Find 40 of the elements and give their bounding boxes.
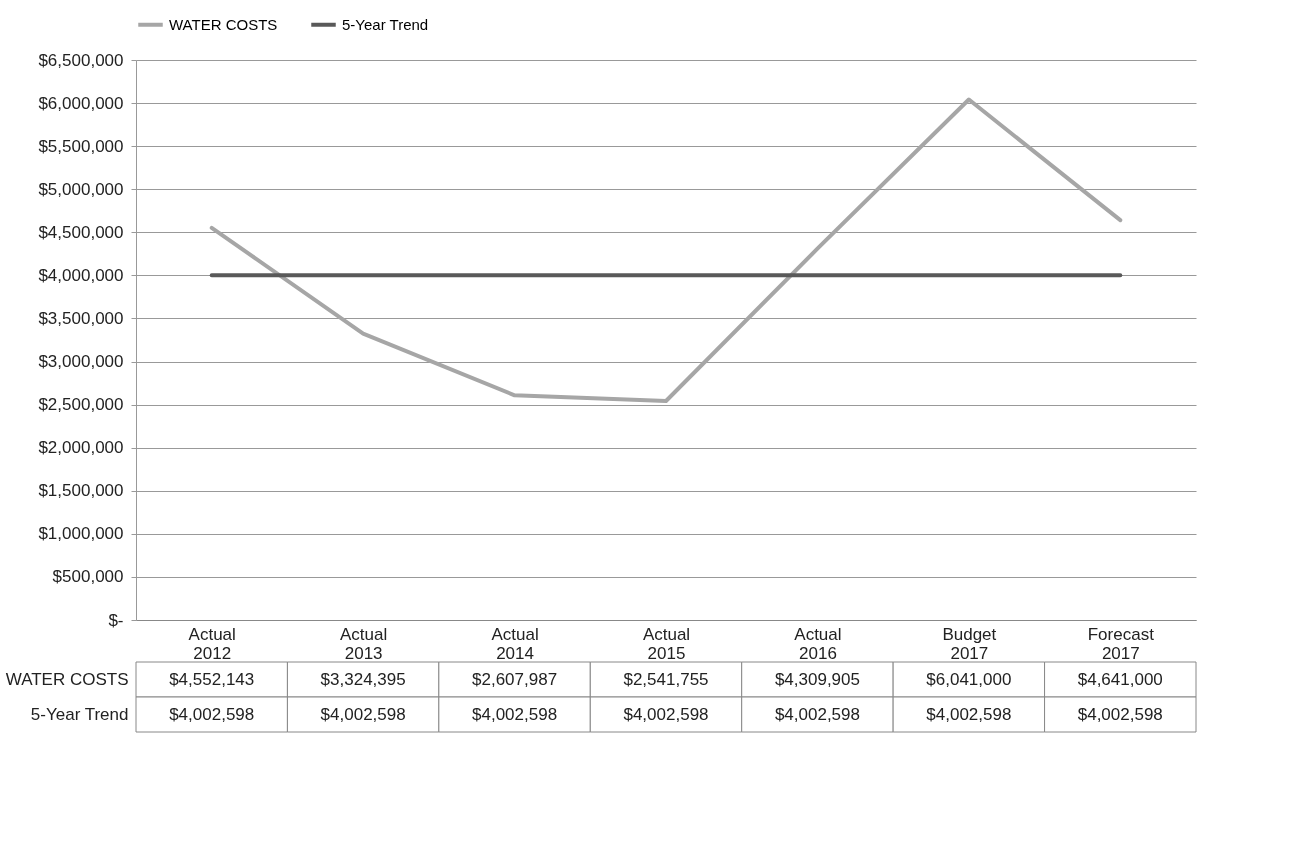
y-tick-label: $1,000,000: [38, 524, 124, 544]
x-tick-label: Actual 2013: [340, 624, 388, 663]
data-label: $3,324,395: [320, 669, 406, 689]
data-label: $4,552,143: [169, 669, 255, 689]
data-label: $4,002,598: [320, 704, 406, 724]
y-tick-label: $3,500,000: [38, 308, 124, 328]
y-tick-label: $-: [108, 610, 124, 630]
x-tick-label: Actual 2014: [491, 624, 539, 663]
text: WATER COSTS: [5, 669, 129, 689]
data-label: $4,002,598: [774, 704, 860, 724]
text: 5-Year Trend: [30, 704, 129, 724]
data-label: $4,309,905: [774, 669, 860, 689]
line-series: [209, 97, 1123, 404]
legend-label: 5-Year Trend: [342, 15, 429, 33]
data-label: $2,607,987: [472, 669, 558, 689]
y-tick-label: $5,000,000: [38, 179, 124, 199]
y-tick-label: $2,500,000: [38, 395, 124, 415]
y-tick-label: $6,500,000: [38, 50, 124, 70]
y-tick-label: $500,000: [52, 567, 124, 587]
data-label: $4,002,598: [926, 704, 1012, 724]
data-label: $4,002,598: [472, 704, 558, 724]
data-label: $4,002,598: [169, 704, 255, 724]
x-tick-label: Forecast 2017: [1087, 624, 1155, 663]
y-tick-label: $3,000,000: [38, 352, 124, 372]
y-tick-label: $2,000,000: [38, 438, 124, 458]
data-label: $4,641,000: [1077, 669, 1163, 689]
y-tick-label: $4,000,000: [38, 265, 124, 285]
y-tick-label: $5,500,000: [38, 136, 124, 156]
y-tick-label: $6,000,000: [38, 93, 124, 113]
x-tick-label: Actual 2015: [642, 624, 691, 663]
x-tick-label: Budget 2017: [942, 624, 997, 663]
y-tick-label: $4,500,000: [38, 222, 124, 242]
y-tick-label: $1,500,000: [38, 481, 124, 501]
x-tick-label: Actual 2012: [188, 624, 236, 663]
data-label: $6,041,000: [926, 669, 1012, 689]
data-label: $4,002,598: [1077, 704, 1163, 724]
data-label: $4,002,598: [623, 704, 709, 724]
x-tick-label: Actual 2016: [794, 624, 842, 663]
data-label: $2,541,755: [623, 669, 709, 689]
legend-label: WATER COSTS: [169, 15, 278, 33]
